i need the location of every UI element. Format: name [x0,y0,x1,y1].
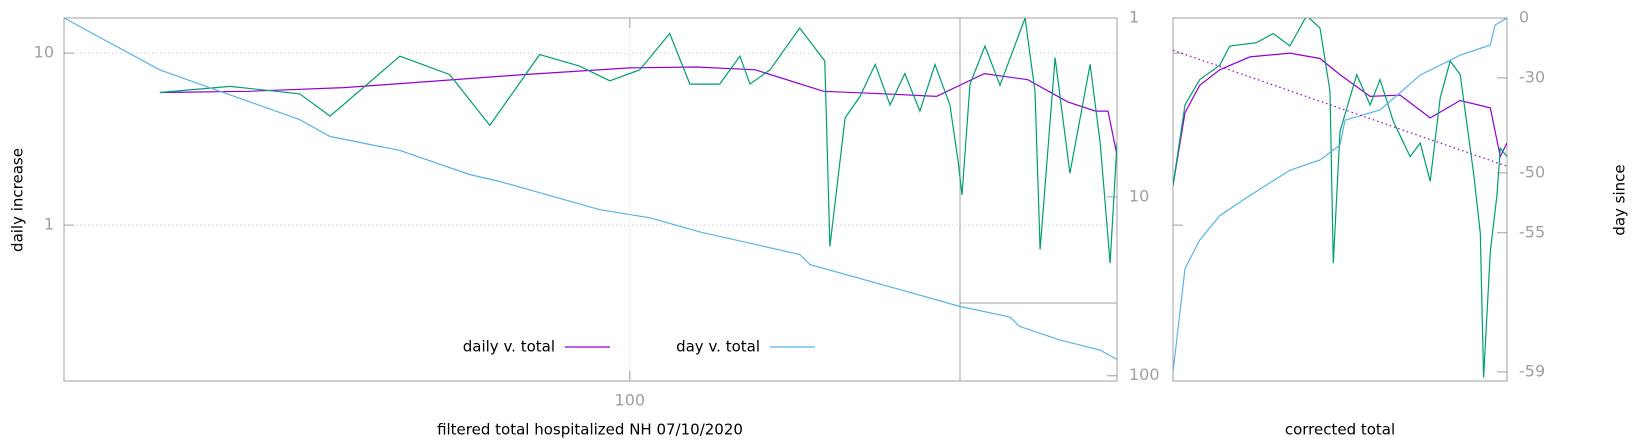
y2-tick-label: 100 [1129,365,1160,384]
x-tick-label: 100 [615,391,646,410]
plot-frame [63,17,1118,382]
data-line [1173,18,1507,372]
y-tick-label: 10 [34,43,54,62]
data-line [159,18,1117,264]
y2-tick-label: 10 [1129,186,1149,205]
data-line [1173,18,1507,378]
x-axis-label: corrected total [1285,421,1395,439]
x-axis-label: filtered total hospitalized NH 07/10/202… [437,421,743,439]
y2-tick-label: -30 [1519,67,1545,86]
legend-label: day v. total [676,338,760,356]
y-axis-label: daily increase [9,148,27,252]
y-tick-label: 1 [44,215,54,234]
data-line [1173,49,1507,167]
data-line [159,66,1117,154]
y2-tick-label: -55 [1519,222,1545,241]
legend-label: daily v. total [463,338,555,356]
y2-tick-label: -50 [1519,162,1545,181]
y2-tick-label: 0 [1519,8,1529,27]
y2-tick-label: -59 [1519,361,1545,380]
data-line [64,18,1117,360]
plot-frame [1172,17,1508,382]
y2-axis-label: day since [1611,164,1629,235]
data-line [1173,52,1507,186]
y2-tick-label: 1 [1129,8,1139,27]
